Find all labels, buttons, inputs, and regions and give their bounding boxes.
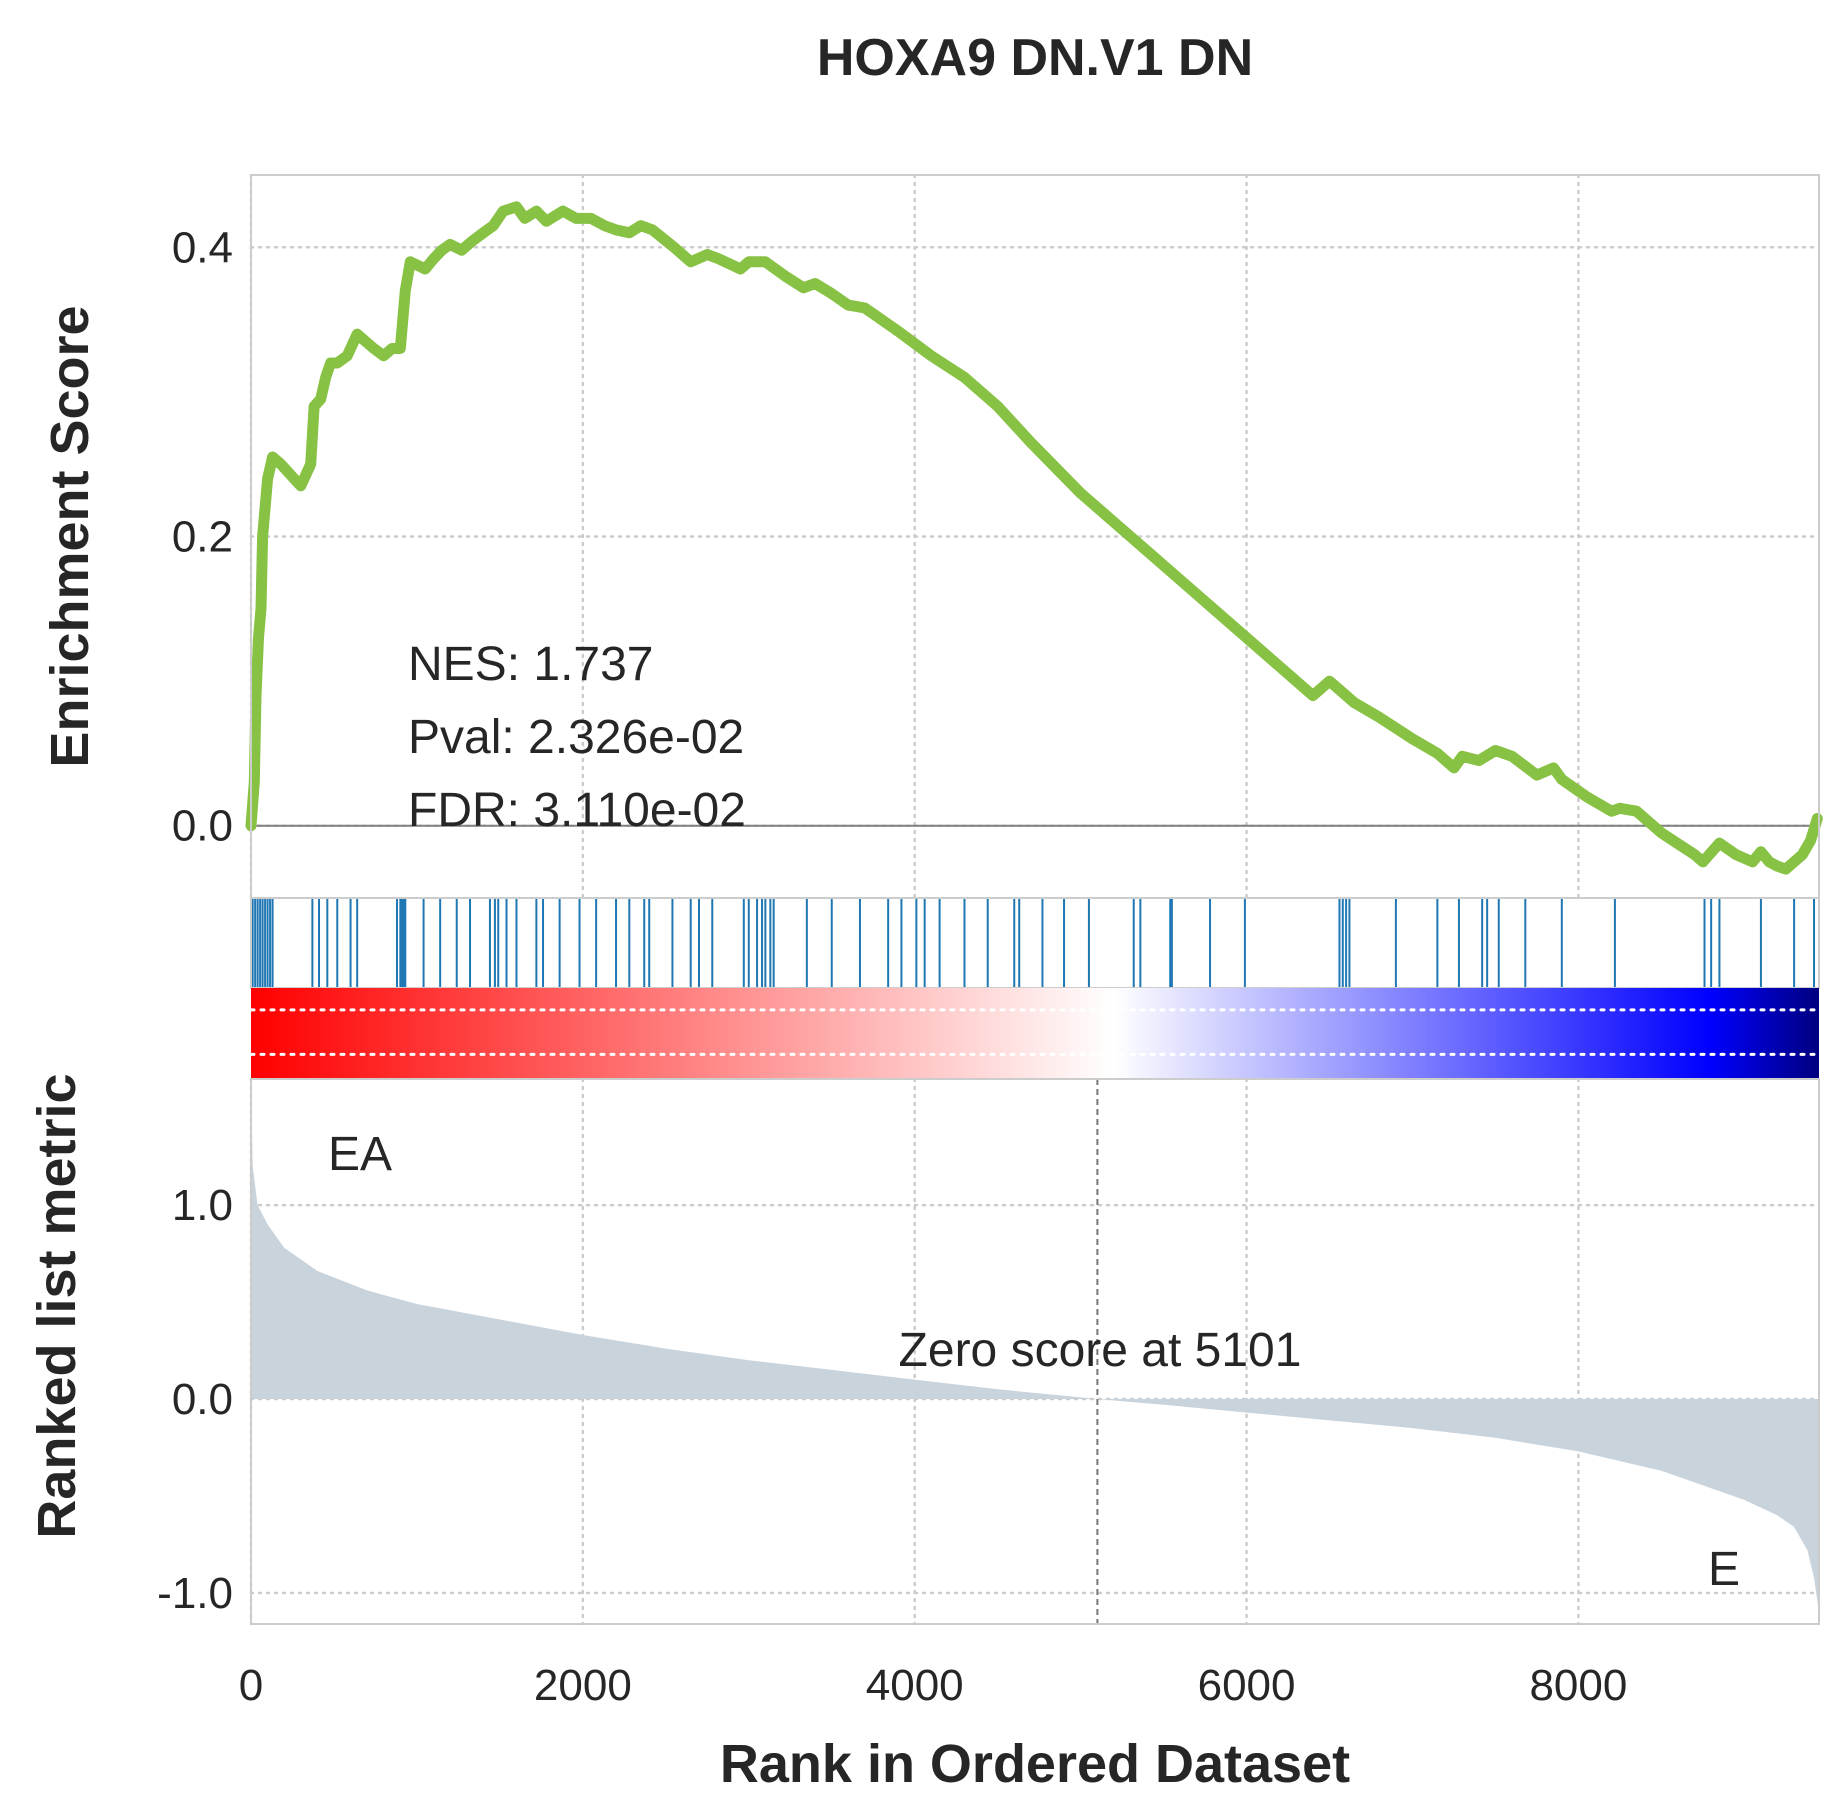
ranked-metric-frame — [250, 1078, 1820, 1625]
rank-color-gradient — [251, 988, 1819, 1079]
ranked-metric-y-tick-label: 1.0 — [172, 1181, 233, 1230]
ranked-metric-panel: Zero score at 5101 EA E -1.0 0.0 1.0 Ranke… — [27, 1073, 1821, 1626]
ranked-metric-y-ticks: -1.0 0.0 1.0 — [157, 1181, 233, 1618]
ranked-metric-y-label: Ranked list metric — [27, 1073, 87, 1538]
gene-hit-lines — [251, 898, 1816, 988]
enrichment-y-ticks: 0.0 0.2 0.4 — [172, 223, 233, 850]
negative-class-label: E — [1708, 1543, 1740, 1596]
zero-score-label: Zero score at 5101 — [899, 1324, 1302, 1377]
x-tick-label: 2000 — [534, 1661, 632, 1710]
x-tick-label: 4000 — [866, 1661, 964, 1710]
ranked-metric-y-tick-label: 0.0 — [172, 1375, 233, 1424]
nes-annotation: NES: 1.737 — [408, 638, 653, 691]
enrichment-y-tick-label: 0.0 — [172, 802, 233, 851]
hits-panel — [250, 897, 1820, 989]
enrichment-score-line — [245, 201, 1823, 875]
enrichment-panel: 0.0 0.2 0.4 NES: 1.737 Pval: 2.326e-02 FDR… — [40, 173, 1823, 900]
rank-color-strip — [249, 988, 1821, 1079]
pval-annotation: Pval: 2.326e-02 — [408, 711, 744, 764]
x-tick-label: 6000 — [1198, 1661, 1296, 1710]
chart-title: HOXA9 DN.V1 DN — [817, 29, 1253, 87]
ranked-metric-area — [251, 1088, 1819, 1613]
enrichment-y-label: Enrichment Score — [40, 305, 100, 767]
x-tick-label: 8000 — [1529, 1661, 1627, 1710]
enrichment-y-tick-label: 0.2 — [172, 513, 233, 562]
fdr-annotation: FDR: 3.110e-02 — [408, 784, 746, 837]
ranked-metric-y-tick-label: -1.0 — [157, 1569, 233, 1618]
x-tick-label: 0 — [239, 1661, 263, 1710]
x-axis-ticks: 0 2000 4000 6000 8000 — [239, 1661, 1628, 1710]
x-axis-label: Rank in Ordered Dataset — [720, 1734, 1350, 1794]
positive-class-label: EA — [328, 1128, 392, 1181]
enrichment-y-tick-label: 0.4 — [172, 223, 233, 272]
hits-frame — [250, 897, 1820, 989]
